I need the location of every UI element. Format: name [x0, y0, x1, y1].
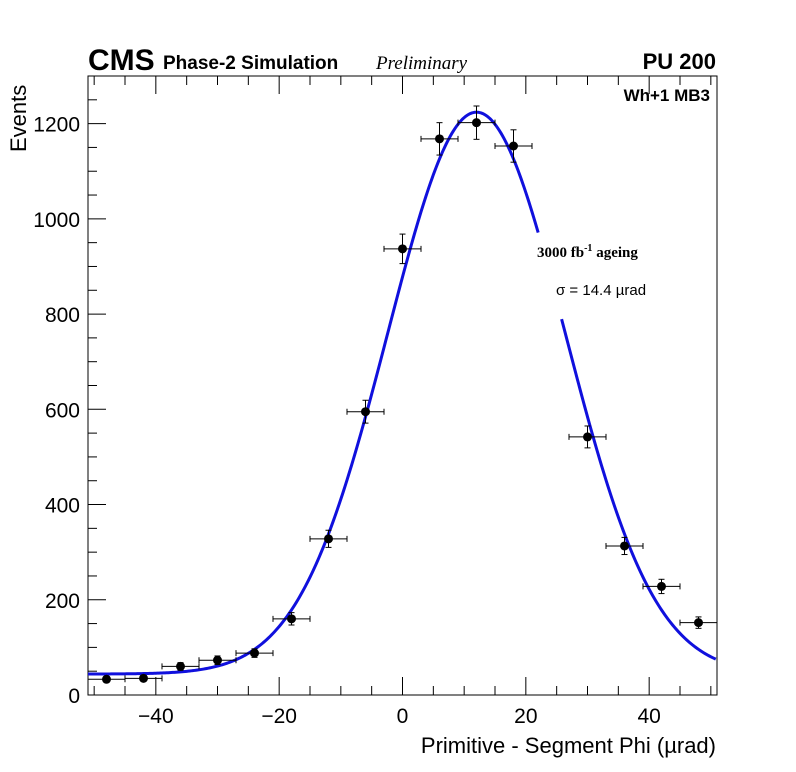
data-point — [346, 399, 385, 424]
data-point — [124, 673, 163, 683]
y-tick-label: 1200 — [33, 114, 80, 137]
data-point — [87, 674, 126, 684]
data-point — [272, 612, 311, 626]
data-marker — [472, 118, 481, 128]
data-marker — [176, 661, 185, 671]
data-point — [383, 233, 422, 265]
data-marker — [250, 648, 259, 658]
data-point — [642, 578, 681, 595]
station-label: Wh+1 MB3 — [624, 86, 710, 105]
data-marker — [361, 407, 370, 417]
data-point — [494, 129, 533, 163]
cms-label: CMS — [88, 44, 155, 77]
y-tick-label: 800 — [45, 304, 80, 327]
fit-curve-right — [560, 318, 717, 661]
fit-curve-group — [88, 110, 717, 676]
data-points-group — [87, 105, 718, 684]
x-tick-label: 20 — [514, 705, 537, 728]
y-axis-label: Events — [6, 85, 31, 152]
x-tick-label: 0 — [397, 705, 409, 728]
plot-frame — [87, 75, 718, 696]
x-tick-label: −40 — [138, 705, 174, 728]
ageing-annotation: 3000 fb-1 ageing — [537, 243, 638, 261]
phase2-label: Phase-2 Simulation — [163, 53, 338, 74]
data-marker — [324, 534, 333, 544]
preliminary-label: Preliminary — [375, 53, 468, 74]
sigma-annotation: σ = 14.4 µrad — [556, 282, 646, 299]
data-point — [161, 661, 200, 671]
data-marker — [398, 244, 407, 254]
y-tick-label: 1000 — [33, 209, 80, 232]
data-point — [457, 105, 496, 140]
x-tick-label: 40 — [637, 705, 660, 728]
data-marker — [139, 673, 148, 683]
y-tick-label: 600 — [45, 399, 80, 422]
data-point — [309, 529, 348, 548]
data-point — [679, 616, 718, 629]
data-marker — [694, 618, 703, 628]
data-marker — [583, 432, 592, 442]
x-tick-label: −20 — [261, 705, 297, 728]
data-marker — [657, 581, 666, 591]
y-tick-label: 200 — [45, 590, 80, 613]
data-marker — [509, 141, 518, 151]
data-marker — [435, 134, 444, 144]
y-tick-label: 0 — [68, 685, 80, 708]
data-point — [235, 648, 274, 658]
y-tick-label: 400 — [45, 495, 80, 518]
data-point — [198, 655, 237, 666]
data-point — [605, 536, 644, 556]
data-marker — [213, 655, 222, 665]
data-marker — [102, 674, 111, 684]
data-point — [420, 122, 459, 156]
data-point — [568, 425, 607, 449]
x-axis-label: Primitive - Segment Phi (µrad) — [421, 733, 716, 758]
pileup-label: PU 200 — [643, 49, 716, 74]
fit-curve-left — [88, 110, 540, 676]
data-marker — [287, 614, 296, 624]
data-marker — [620, 541, 629, 551]
